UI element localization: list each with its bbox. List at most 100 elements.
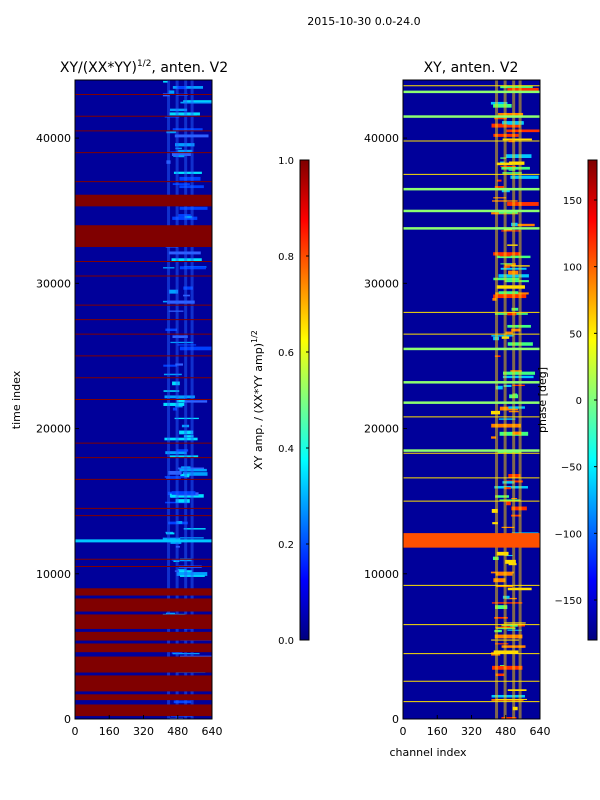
heatmap-cell xyxy=(492,665,523,670)
channel-streak xyxy=(512,80,516,719)
heatmap-cell xyxy=(177,568,187,572)
heatmap-cell xyxy=(494,616,508,619)
green-flag-line xyxy=(403,209,540,213)
heatmap-cell xyxy=(493,252,521,256)
heatmap-cell xyxy=(490,571,514,574)
right-panel-title: XY, anten. V2 xyxy=(424,60,519,76)
right-panel: XY, anten. V2 0 160 320 480 640 0 10000 20000 30… xyxy=(364,60,551,759)
heatmap-cell xyxy=(163,402,185,406)
heatmap-cell xyxy=(183,528,206,530)
colorbar-tick-label: 150 xyxy=(563,196,582,207)
heatmap-cell xyxy=(495,495,510,498)
heatmap-cell xyxy=(175,405,183,408)
heatmap-cell xyxy=(164,116,180,118)
heatmap-cell xyxy=(494,186,504,190)
heatmap-cell xyxy=(172,183,190,186)
heatmap-background xyxy=(403,80,540,719)
heatmap-cell xyxy=(496,551,509,556)
heatmap-cell xyxy=(172,335,188,338)
colorbar-tick-label: 0.0 xyxy=(278,636,294,647)
heatmap-cell xyxy=(493,294,527,299)
left-title-main: XY/(XX*YY) xyxy=(60,60,137,76)
heatmap-cell xyxy=(494,605,508,609)
heatmap-cell xyxy=(491,699,524,701)
heatmap-cell xyxy=(183,435,194,438)
x-tick-label: 640 xyxy=(202,725,223,738)
heatmap-cell xyxy=(506,129,540,133)
y-tick-label: 20000 xyxy=(36,423,71,436)
heatmap-cell xyxy=(496,285,525,289)
green-flag-line xyxy=(403,227,540,230)
colorbar-tick-label: −50 xyxy=(561,463,582,474)
green-flag-line xyxy=(403,90,540,94)
left-panel-title: XY/(XX*YY)1/2, anten. V2 xyxy=(60,59,228,76)
heatmap-cell xyxy=(497,451,522,454)
heatmap-cell xyxy=(494,486,528,489)
saturated-band xyxy=(75,614,212,629)
bright-line xyxy=(75,539,212,543)
saturated-band xyxy=(75,631,212,641)
right-xlabel: channel index xyxy=(389,746,467,759)
y-tick-label: 0 xyxy=(392,713,399,726)
green-flag-line xyxy=(403,401,540,404)
heatmap-cell xyxy=(504,554,513,557)
heatmap-cell xyxy=(494,643,509,645)
saturated-band xyxy=(75,194,212,207)
heatmap-cell xyxy=(498,112,524,116)
colorbar-tick-label: −100 xyxy=(555,529,582,540)
heatmap-cell xyxy=(507,202,539,206)
heatmap-cell xyxy=(172,407,178,411)
heatmap-cell xyxy=(512,431,522,435)
heatmap-cell xyxy=(491,694,525,698)
channel-streak xyxy=(503,80,507,719)
y-tick-label: 40000 xyxy=(36,132,71,145)
heatmap-cell xyxy=(175,363,184,366)
heatmap-cell xyxy=(505,331,513,334)
heatmap-cell xyxy=(510,370,522,373)
heatmap-cell xyxy=(163,364,178,367)
saturated-band xyxy=(75,225,212,248)
heatmap-cell xyxy=(504,487,511,490)
right-colorbar: 150 100 50 0 −50 −100 −150 phase [deg] xyxy=(536,159,598,641)
saturated-band xyxy=(75,643,212,653)
heatmap-cell xyxy=(500,165,516,167)
x-tick-label: 320 xyxy=(461,725,482,738)
y-tick-label: 0 xyxy=(64,713,71,726)
heatmap-cell xyxy=(508,406,525,409)
heatmap-cell xyxy=(166,612,176,615)
colorbar-tick-label: 1.0 xyxy=(278,156,294,167)
colorbar-tick-label: 0.2 xyxy=(278,540,294,551)
heatmap-cell xyxy=(169,455,199,458)
heatmap-cell xyxy=(499,499,521,502)
left-axis-ticks: 0 160 320 480 640 0 10000 20000 30000 40000 xyxy=(36,132,223,738)
heatmap-cell xyxy=(506,501,511,506)
heatmap-cell xyxy=(172,128,203,131)
heatmap-cell xyxy=(164,476,185,478)
right-colorbar-label: phase [deg] xyxy=(536,367,549,433)
x-tick-label: 0 xyxy=(72,725,79,738)
heatmap-cell xyxy=(495,698,528,700)
green-flag-line xyxy=(403,187,540,191)
left-ylabel: time index xyxy=(10,370,23,429)
heatmap-cell xyxy=(494,629,502,633)
y-tick-label: 30000 xyxy=(364,277,399,290)
heatmap-cell xyxy=(165,328,178,331)
heatmap-cell xyxy=(184,215,193,219)
right-axis-ticks: 0 160 320 480 640 0 10000 20000 30000 40000 xyxy=(364,132,551,738)
y-tick-label: 20000 xyxy=(364,423,399,436)
heatmap-cell xyxy=(179,346,212,351)
heatmap-cell xyxy=(495,385,503,390)
y-tick-label: 10000 xyxy=(364,568,399,581)
heatmap-cell xyxy=(163,373,182,376)
heatmap-cell xyxy=(500,85,533,89)
heatmap-cell xyxy=(171,152,191,156)
heatmap-cell xyxy=(501,526,515,529)
heatmap-cell xyxy=(495,673,505,677)
saturated-band xyxy=(75,704,212,717)
heatmap-cell xyxy=(508,161,525,165)
heatmap-cell xyxy=(498,211,518,214)
heatmap-cell xyxy=(164,395,195,399)
saturated-band xyxy=(75,675,212,692)
heatmap-cell xyxy=(492,298,497,301)
